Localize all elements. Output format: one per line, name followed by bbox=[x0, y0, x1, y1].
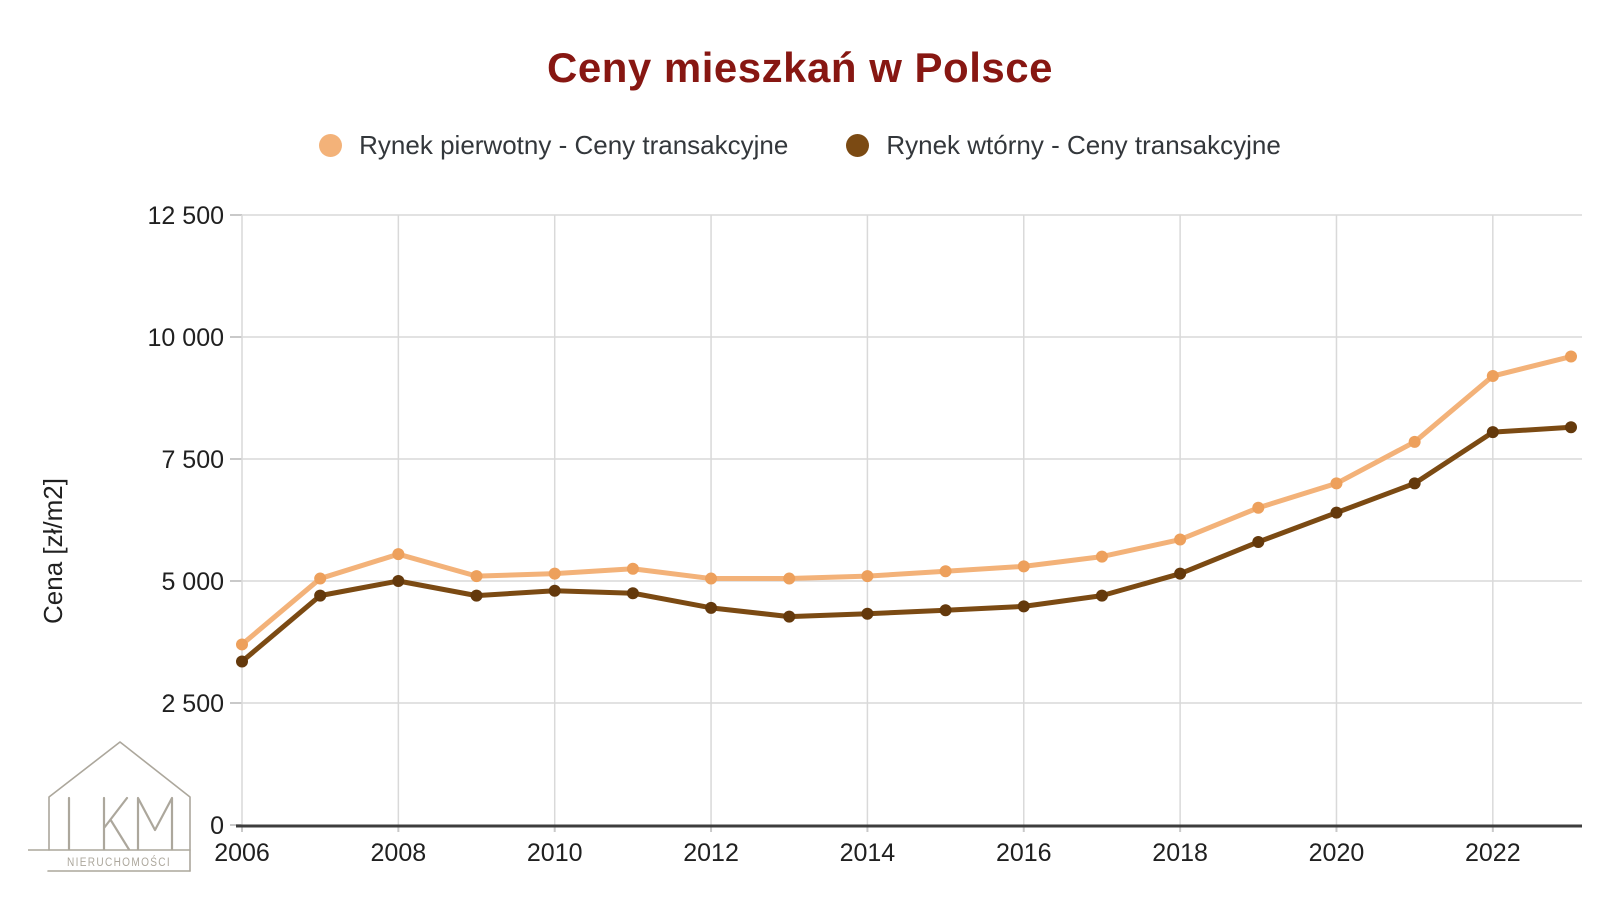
data-point-secondary-2007[interactable] bbox=[314, 589, 327, 602]
data-point-secondary-2019[interactable] bbox=[1252, 535, 1265, 548]
data-point-secondary-2008[interactable] bbox=[392, 575, 405, 587]
x-tick-label: 2010 bbox=[527, 839, 583, 867]
data-point-secondary-2006[interactable] bbox=[236, 655, 248, 668]
legend-label-secondary: Rynek wtórny - Ceny transakcyjne bbox=[886, 130, 1281, 160]
data-point-secondary-2021[interactable] bbox=[1408, 477, 1421, 490]
legend-dot-secondary-icon bbox=[846, 134, 870, 157]
y-tick-label: 10 000 bbox=[148, 324, 224, 352]
data-point-secondary-2009[interactable] bbox=[470, 589, 483, 602]
data-point-primary-2013[interactable] bbox=[783, 572, 796, 585]
y-tick-label: 12 500 bbox=[148, 202, 224, 230]
data-point-primary-2014[interactable] bbox=[861, 570, 874, 583]
data-point-primary-2017[interactable] bbox=[1095, 550, 1108, 563]
data-point-secondary-2011[interactable] bbox=[626, 587, 639, 600]
x-tick-label: 2006 bbox=[214, 839, 270, 867]
logo-subtitle: NIERUCHOMOŚCI bbox=[67, 856, 171, 869]
legend-item-primary-market[interactable]: Rynek pierwotny - Ceny transakcyjne bbox=[319, 130, 788, 161]
data-point-secondary-2018[interactable] bbox=[1174, 567, 1187, 580]
data-point-secondary-2012[interactable] bbox=[705, 601, 718, 614]
data-point-secondary-2014[interactable] bbox=[861, 607, 874, 620]
data-point-primary-2021[interactable] bbox=[1408, 435, 1421, 448]
y-tick-label: 5 000 bbox=[161, 568, 224, 596]
x-tick-label: 2012 bbox=[683, 839, 739, 867]
x-tick-label: 2018 bbox=[1152, 839, 1208, 867]
logo-house-outline-icon bbox=[48, 741, 191, 872]
data-point-primary-2009[interactable] bbox=[470, 570, 483, 583]
data-point-primary-2006[interactable] bbox=[236, 638, 248, 651]
data-point-primary-2016[interactable] bbox=[1017, 560, 1030, 573]
logo-banner-lines bbox=[28, 849, 191, 872]
x-tick-label: 2008 bbox=[371, 839, 427, 867]
x-tick-label: 2014 bbox=[840, 839, 896, 867]
data-point-secondary-2010[interactable] bbox=[548, 584, 561, 597]
data-point-secondary-2016[interactable] bbox=[1017, 600, 1030, 613]
data-point-primary-2022[interactable] bbox=[1486, 370, 1499, 383]
series-line-primary bbox=[239, 354, 1574, 647]
data-point-secondary-2023[interactable] bbox=[1565, 421, 1577, 434]
legend-label-primary: Rynek pierwotny - Ceny transakcyjne bbox=[359, 130, 789, 160]
y-axis-title: Cena [zł/m2] bbox=[38, 478, 68, 624]
lkm-logo: NIERUCHOMOŚCI bbox=[28, 741, 191, 872]
data-point-primary-2010[interactable] bbox=[548, 567, 561, 580]
legend-item-secondary-market[interactable]: Rynek wtórny - Ceny transakcyjne bbox=[846, 130, 1281, 161]
legend-dot-primary-icon bbox=[319, 134, 343, 157]
chart-title: Ceny mieszkań w Polsce bbox=[547, 44, 1053, 91]
data-point-primary-2020[interactable] bbox=[1330, 477, 1343, 490]
data-point-secondary-2017[interactable] bbox=[1095, 589, 1108, 602]
data-point-primary-2023[interactable] bbox=[1565, 350, 1577, 363]
logo-letters-lkm-icon bbox=[67, 796, 174, 851]
data-point-primary-2012[interactable] bbox=[705, 572, 718, 585]
data-point-secondary-2015[interactable] bbox=[939, 604, 952, 617]
y-tick-label: 2 500 bbox=[161, 690, 224, 718]
x-tick-label: 2016 bbox=[996, 839, 1052, 867]
data-point-primary-2019[interactable] bbox=[1252, 501, 1265, 514]
data-point-secondary-2013[interactable] bbox=[783, 610, 796, 623]
legend: Rynek pierwotny - Ceny transakcyjne Ryne… bbox=[0, 130, 1600, 161]
data-point-primary-2008[interactable] bbox=[392, 548, 405, 561]
x-tick-label: 2020 bbox=[1309, 839, 1365, 867]
x-tick-label: 2022 bbox=[1465, 839, 1521, 867]
data-point-primary-2007[interactable] bbox=[314, 572, 327, 585]
data-point-secondary-2022[interactable] bbox=[1486, 426, 1499, 439]
data-point-primary-2011[interactable] bbox=[626, 562, 639, 575]
y-tick-label: 7 500 bbox=[161, 446, 224, 474]
y-tick-label: 0 bbox=[210, 812, 224, 840]
data-point-secondary-2020[interactable] bbox=[1330, 506, 1343, 519]
data-point-primary-2015[interactable] bbox=[939, 565, 952, 578]
data-point-primary-2018[interactable] bbox=[1174, 533, 1187, 546]
series-line-secondary bbox=[239, 424, 1574, 665]
